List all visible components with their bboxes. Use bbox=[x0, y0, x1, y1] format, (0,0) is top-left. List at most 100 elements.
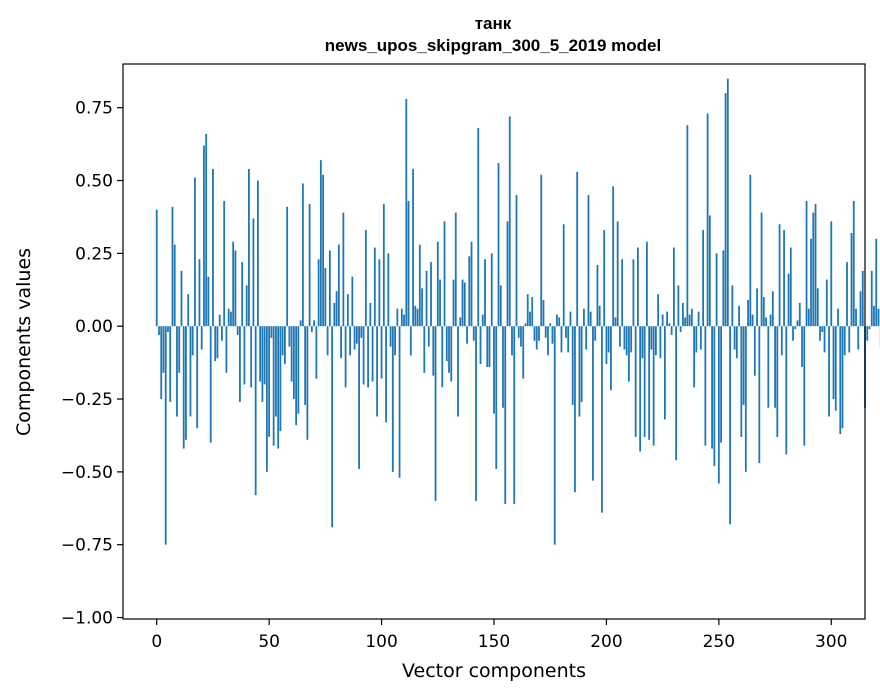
bar bbox=[699, 326, 702, 350]
y-tick-label: −1.00 bbox=[61, 609, 113, 629]
bar bbox=[616, 221, 619, 327]
bar bbox=[805, 200, 808, 327]
bar bbox=[266, 326, 268, 472]
bar bbox=[571, 326, 574, 405]
bar bbox=[499, 285, 502, 327]
x-tick-label: 0 bbox=[151, 632, 162, 652]
bar bbox=[378, 259, 381, 327]
bar bbox=[639, 326, 642, 452]
y-tick-label: −0.75 bbox=[61, 536, 113, 556]
bar bbox=[180, 270, 183, 327]
bar bbox=[812, 212, 815, 327]
bar bbox=[212, 168, 214, 327]
bar bbox=[279, 326, 282, 432]
bar bbox=[526, 294, 529, 327]
bar bbox=[441, 326, 444, 388]
bar bbox=[706, 113, 709, 327]
bar bbox=[830, 221, 833, 327]
bar bbox=[679, 326, 682, 333]
bar bbox=[594, 326, 597, 341]
bar bbox=[223, 200, 226, 327]
bar bbox=[326, 326, 329, 356]
bar bbox=[634, 326, 637, 437]
bar bbox=[670, 326, 673, 335]
bar bbox=[373, 247, 376, 327]
x-tick-label: 250 bbox=[703, 632, 735, 652]
bar bbox=[684, 317, 687, 327]
y-axis: 0.75 0.50 0.25 0.00 −0.25 −0.50 −0.75 −1.00 bbox=[61, 99, 123, 629]
bar bbox=[182, 326, 185, 449]
bar bbox=[740, 326, 743, 437]
bar bbox=[178, 326, 181, 373]
bar bbox=[610, 326, 612, 391]
bar bbox=[515, 195, 518, 327]
bar bbox=[286, 206, 289, 327]
bar bbox=[556, 314, 558, 327]
bar bbox=[380, 326, 383, 379]
bar bbox=[164, 326, 167, 545]
bar bbox=[481, 314, 484, 327]
bar bbox=[558, 317, 561, 327]
bar bbox=[353, 326, 356, 350]
bar bbox=[538, 326, 540, 341]
bar bbox=[362, 326, 365, 385]
bar bbox=[547, 326, 549, 356]
bar bbox=[270, 326, 273, 338]
bar bbox=[819, 326, 821, 341]
bar bbox=[470, 241, 473, 327]
bar bbox=[726, 78, 729, 327]
bar bbox=[191, 326, 194, 356]
bar bbox=[821, 326, 824, 333]
bar bbox=[214, 326, 217, 362]
bar bbox=[414, 305, 417, 327]
bar bbox=[376, 326, 378, 417]
bar bbox=[315, 326, 318, 379]
bar bbox=[396, 308, 399, 327]
bar bbox=[250, 326, 253, 388]
bar bbox=[317, 259, 320, 327]
bar bbox=[322, 174, 325, 327]
bar bbox=[855, 308, 857, 327]
bar bbox=[259, 326, 262, 382]
bar bbox=[497, 163, 500, 327]
bar bbox=[724, 93, 727, 327]
bar bbox=[225, 326, 228, 373]
bar bbox=[753, 326, 756, 376]
bar bbox=[637, 247, 639, 327]
bar bbox=[463, 282, 466, 327]
bar bbox=[227, 308, 230, 327]
bar bbox=[158, 326, 160, 335]
bar bbox=[738, 305, 740, 327]
bar bbox=[511, 326, 513, 356]
bar bbox=[850, 232, 853, 327]
bar bbox=[652, 326, 655, 446]
x-tick-label: 50 bbox=[258, 632, 280, 652]
bar bbox=[495, 326, 498, 469]
bar bbox=[783, 230, 785, 327]
bar bbox=[780, 326, 783, 356]
bar bbox=[398, 326, 401, 478]
bar bbox=[742, 326, 745, 405]
x-tick-label: 100 bbox=[365, 632, 397, 652]
bar bbox=[771, 291, 774, 327]
bar bbox=[466, 326, 468, 344]
bar bbox=[623, 326, 626, 350]
bar bbox=[596, 265, 599, 327]
bar bbox=[877, 308, 880, 327]
bar bbox=[189, 326, 192, 417]
bar bbox=[841, 326, 844, 429]
bar bbox=[756, 288, 758, 327]
bar bbox=[445, 326, 448, 362]
bar bbox=[239, 326, 241, 402]
bar bbox=[502, 326, 504, 408]
bar bbox=[540, 174, 543, 327]
bar bbox=[697, 311, 700, 327]
bar bbox=[641, 326, 644, 359]
bar bbox=[592, 326, 594, 481]
bar bbox=[360, 326, 363, 338]
bar bbox=[643, 326, 646, 437]
bar bbox=[331, 326, 334, 528]
bar bbox=[767, 326, 770, 408]
bar bbox=[776, 326, 779, 437]
bar bbox=[875, 238, 878, 327]
